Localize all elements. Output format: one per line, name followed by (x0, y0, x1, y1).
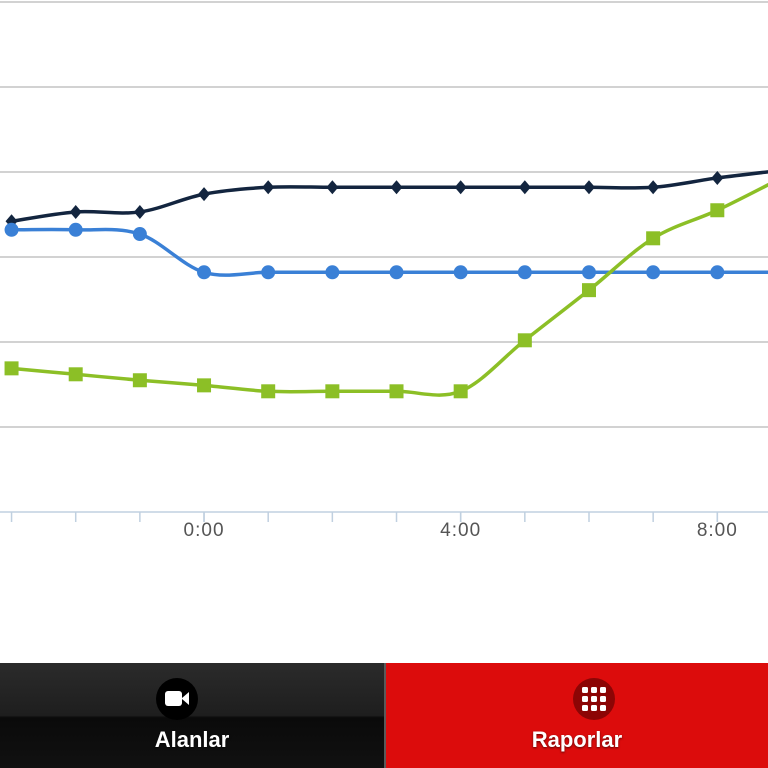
point (132, 373, 147, 388)
tab-label: Raporlar (531, 727, 623, 752)
point (711, 170, 724, 185)
point (4, 222, 19, 237)
point (133, 204, 146, 219)
point (198, 187, 211, 202)
point (647, 180, 660, 195)
point (325, 384, 340, 399)
point (454, 180, 467, 195)
point (261, 265, 276, 280)
point (197, 265, 212, 280)
point (710, 203, 725, 218)
separator (384, 663, 386, 768)
point (453, 265, 468, 280)
point (197, 378, 212, 393)
series-line (11, 170, 768, 224)
point (453, 384, 468, 399)
tab-bar: Alanlar Raporlar (0, 663, 768, 768)
camera-icon (156, 678, 198, 720)
x-tick-label: 0:00 (184, 520, 225, 541)
chart: 0:00 4:00 8:00 (0, 1, 768, 541)
x-tick-label: 8:00 (697, 520, 738, 541)
point (390, 180, 403, 195)
point (69, 204, 82, 219)
point (581, 283, 596, 298)
point (646, 231, 661, 246)
point (262, 180, 275, 195)
point (389, 265, 404, 280)
point (326, 180, 339, 195)
point (517, 265, 532, 280)
point (4, 361, 19, 376)
point (132, 227, 147, 242)
point (68, 222, 83, 237)
tab-label: Alanlar (154, 727, 230, 752)
point (646, 265, 661, 280)
tab-alanlar[interactable]: Alanlar (0, 663, 384, 768)
point (710, 265, 725, 280)
tab-raporlar[interactable]: Raporlar (386, 663, 768, 768)
point (517, 333, 532, 348)
point (389, 384, 404, 399)
point (68, 367, 83, 382)
point (582, 180, 595, 195)
point (518, 180, 531, 195)
grid-icon (573, 678, 615, 720)
point (325, 265, 340, 280)
point (581, 265, 596, 280)
series-line (11, 182, 768, 397)
point (261, 384, 276, 399)
x-tick-label: 4:00 (440, 520, 481, 541)
